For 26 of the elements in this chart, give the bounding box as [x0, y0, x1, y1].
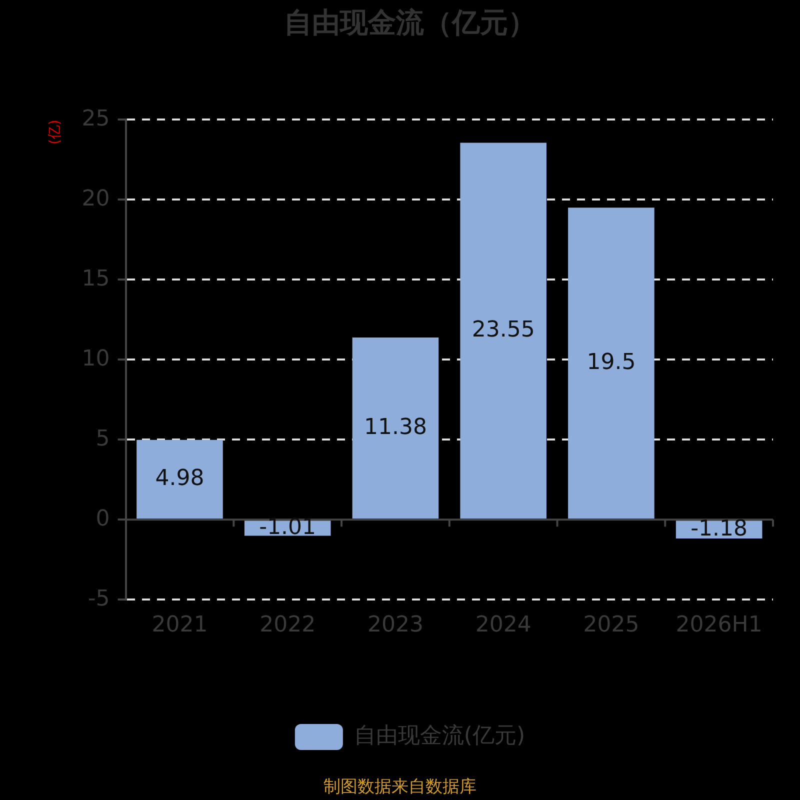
text: 制图数据来自数据库	[324, 777, 476, 797]
y-tick-label: 25	[82, 106, 110, 132]
data-label: -1.18	[690, 516, 748, 542]
y-tick-label: 15	[82, 266, 110, 292]
y-tick-label: -5	[88, 586, 110, 612]
data-label: 23.55	[472, 317, 535, 342]
y-tick-label: 10	[82, 346, 110, 372]
bar	[136, 440, 223, 519]
data-label: 11.38	[364, 414, 427, 440]
x-tick-label: 2026H1	[676, 612, 762, 638]
bar	[568, 208, 654, 519]
data-label: 4.98	[155, 466, 204, 491]
data-label: -1.01	[259, 514, 316, 540]
bar	[460, 142, 546, 519]
x-tick-label: 2025	[583, 612, 640, 638]
y-axis-title: (亿)	[47, 120, 64, 145]
y-tick-label: 20	[82, 186, 110, 212]
x-tick-label: 2023	[367, 612, 424, 638]
x-tick-label: 2022	[260, 612, 316, 638]
data-label: 19.5	[586, 350, 636, 375]
legend-label: 自由现金流(亿元)	[354, 724, 526, 749]
x-tick-label: 2024	[475, 612, 532, 638]
x-tick-label: 2021	[152, 612, 208, 638]
y-tick-label: 0	[96, 506, 110, 532]
y-tick-label: 5	[96, 426, 110, 452]
bar	[352, 338, 439, 519]
